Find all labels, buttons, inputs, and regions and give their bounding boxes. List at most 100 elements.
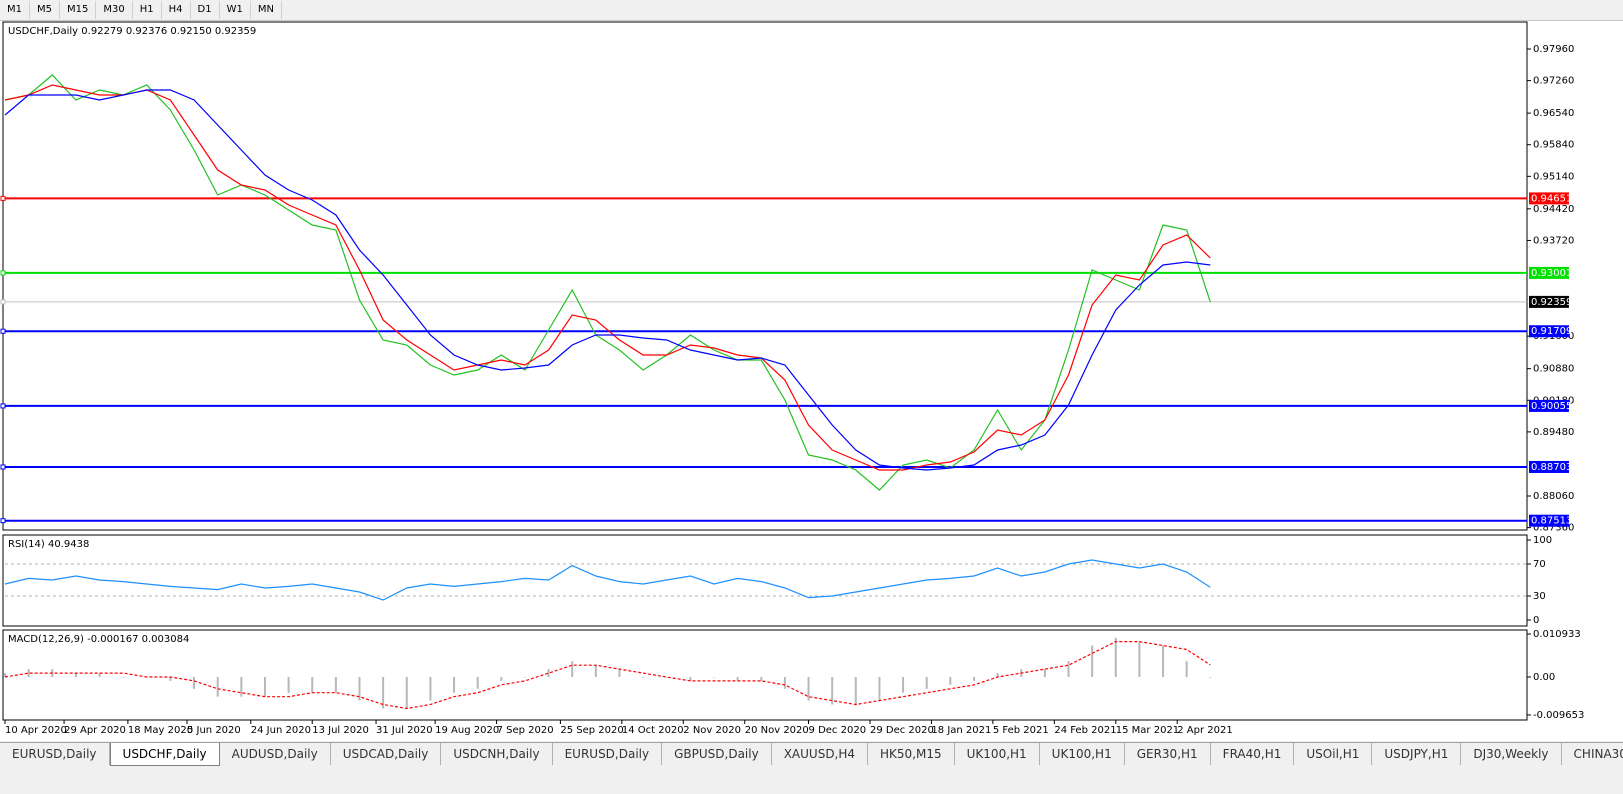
- y-tick-label: 70: [1533, 559, 1546, 570]
- histogram-bar: [193, 677, 196, 689]
- level-handle: [0, 328, 6, 334]
- x-tick-label: 20 Nov 2020: [745, 725, 809, 736]
- level-label-bg: [1529, 399, 1569, 412]
- histogram-bar: [74, 673, 77, 678]
- level-handle: [0, 464, 6, 470]
- histogram-bar: [949, 677, 952, 685]
- chart-tab[interactable]: USDCNH,Daily: [441, 743, 553, 765]
- histogram-bar: [382, 677, 385, 709]
- x-tick-label: 18 May 2020: [128, 725, 193, 736]
- x-tick-label: 25 Sep 2020: [560, 725, 623, 736]
- timeframe-button[interactable]: M1: [0, 1, 30, 19]
- x-tick-label: 29 Apr 2020: [64, 725, 126, 736]
- histogram-bar: [996, 673, 999, 678]
- chart-tab[interactable]: USDCHF,Daily: [109, 743, 220, 766]
- chart-tab[interactable]: EURUSD,Daily: [553, 743, 663, 765]
- histogram-bar: [642, 677, 645, 678]
- histogram-bar: [98, 673, 101, 678]
- panel-title: USDCHF,Daily 0.92279 0.92376 0.92150 0.9…: [8, 26, 256, 37]
- chart-tab[interactable]: DJ30,Weekly: [1461, 743, 1562, 765]
- timeframe-button[interactable]: H4: [162, 1, 191, 19]
- y-tick-label: 0.97260: [1533, 76, 1574, 87]
- histogram-bar: [1091, 645, 1094, 678]
- x-tick-label: 31 Jul 2020: [376, 725, 433, 736]
- histogram-bar: [216, 677, 219, 697]
- panel-title: RSI(14) 40.9438: [8, 539, 89, 550]
- chart-tab[interactable]: USOil,H1: [1294, 743, 1373, 765]
- level-label: 0.87513: [1531, 516, 1572, 527]
- histogram-bar: [1138, 641, 1141, 678]
- y-tick-label: 0.00: [1533, 672, 1555, 683]
- histogram-bar: [358, 677, 361, 701]
- y-tick-label: 0.90880: [1533, 364, 1574, 375]
- histogram-bar: [453, 677, 456, 693]
- histogram-bar: [240, 677, 243, 697]
- histogram-bar: [27, 669, 30, 678]
- timeframe-button[interactable]: D1: [191, 1, 220, 19]
- histogram-bar: [405, 677, 408, 709]
- chart-tab[interactable]: USDJPY,H1: [1372, 743, 1462, 765]
- histogram-bar: [594, 665, 597, 678]
- chart-tab[interactable]: UK100,H1: [1040, 743, 1125, 765]
- level-label-bg: [1529, 295, 1569, 308]
- indicator-title: RSI(14) 40.9438: [8, 539, 89, 550]
- x-tick-label: 13 Jul 2020: [312, 725, 369, 736]
- x-tick-label: 2 Nov 2020: [683, 725, 741, 736]
- chart-tab[interactable]: CHINA300,H1: [1562, 743, 1623, 765]
- chart-tab[interactable]: AUDUSD,Daily: [220, 743, 331, 765]
- chart-tab[interactable]: EURUSD,Daily: [0, 743, 110, 765]
- level-label: 0.90055: [1531, 401, 1572, 412]
- level-label-bg: [1529, 514, 1569, 527]
- level-label-bg: [1529, 192, 1569, 205]
- histogram-bar: [1185, 661, 1188, 678]
- level-handle: [0, 518, 6, 524]
- x-tick-label: 9 Dec 2020: [809, 725, 867, 736]
- timeframe-button[interactable]: H1: [133, 1, 162, 19]
- series-line: [4, 84, 1211, 471]
- chart-tabs: EURUSD,Daily USDCHF,Daily AUDUSD,Daily USDC…: [0, 742, 1623, 767]
- level-label: 0.94651: [1531, 193, 1572, 204]
- histogram-bar: [1162, 645, 1165, 678]
- histogram-bar: [476, 677, 479, 689]
- timeframe-button[interactable]: M30: [96, 1, 133, 19]
- x-tick-label: 10 Apr 2020: [5, 725, 67, 736]
- timeframe-button[interactable]: M15: [60, 1, 97, 19]
- y-tick-label: 100: [1533, 535, 1552, 546]
- chart-tab[interactable]: HK50,M15: [868, 743, 955, 765]
- chart-tab[interactable]: FRA40,H1: [1211, 743, 1295, 765]
- chart-tab[interactable]: XAUUSD,H4: [772, 743, 869, 765]
- chart-window: 0.97960 0.97260 0.96540 0.95840 0.95140 0.944…: [0, 21, 1623, 741]
- x-tick-label: 19 Aug 2020: [435, 725, 499, 736]
- histogram-bar: [429, 677, 432, 701]
- level-handle: [0, 270, 6, 276]
- histogram-bar: [500, 677, 503, 681]
- x-tick-label: 5 Feb 2021: [993, 725, 1049, 736]
- x-tick-label: 5 Jun 2020: [187, 725, 241, 736]
- histogram-bar: [1043, 669, 1046, 678]
- level-handle: [0, 403, 6, 409]
- y-tick-label: 0.87360: [1533, 523, 1574, 534]
- y-tick-label: 0.93720: [1533, 235, 1574, 246]
- timeframe-button[interactable]: W1: [220, 1, 251, 19]
- x-tick-label: 24 Jun 2020: [251, 725, 311, 736]
- histogram-bar: [665, 677, 668, 678]
- y-tick-label: 0.96540: [1533, 108, 1574, 119]
- timeframe-button[interactable]: M5: [30, 1, 60, 19]
- histogram-bar: [334, 677, 337, 693]
- panel-frame: [2, 629, 1528, 721]
- histogram-bar: [831, 677, 834, 705]
- histogram-bar: [263, 677, 266, 697]
- y-tick-label: 0.89480: [1533, 427, 1574, 438]
- histogram-bar: [122, 677, 125, 678]
- chart-tab[interactable]: GER30,H1: [1125, 743, 1211, 765]
- y-tick-label: 0: [1533, 615, 1539, 626]
- histogram-bar: [713, 677, 716, 678]
- timeframe-button[interactable]: MN: [251, 1, 282, 19]
- level-label: 0.91709: [1531, 326, 1572, 337]
- chart-tab[interactable]: USDCAD,Daily: [331, 743, 442, 765]
- x-tick-label: 29 Dec 2020: [870, 725, 934, 736]
- chart-tab[interactable]: UK100,H1: [955, 743, 1040, 765]
- chart-tab[interactable]: GBPUSD,Daily: [662, 743, 772, 765]
- panel-frame: [2, 534, 1528, 627]
